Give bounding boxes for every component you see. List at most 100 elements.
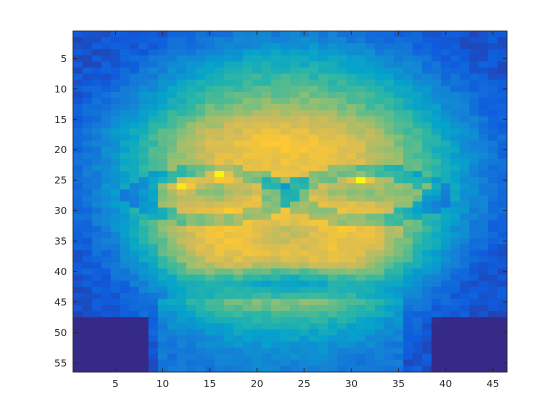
heatmap-cell [261,317,272,324]
heatmap-cell [195,122,206,129]
heatmap-cell [242,164,253,172]
heatmap-cell [459,244,470,251]
heatmap-cell [374,213,385,221]
heatmap-cell [280,116,291,123]
heatmap-cell [299,177,310,184]
heatmap-cell [422,79,432,87]
heatmap-cell [299,189,310,196]
heatmap-cell [271,317,281,324]
heatmap-cell [148,91,159,99]
heatmap-cell [478,219,489,227]
heatmap-cell [195,256,206,263]
heatmap-cell [148,335,159,342]
heatmap-cell [384,110,395,117]
heatmap-cell [261,116,272,123]
heatmap-cell [242,128,253,135]
heatmap-cell [205,134,215,142]
heatmap-cell [214,37,225,44]
heatmap-cell [195,347,206,355]
heatmap-cell [101,128,112,135]
heatmap-cell [157,67,168,75]
heatmap-cell [337,341,347,349]
heatmap-cell [195,152,206,160]
heatmap-cell [290,298,300,306]
heatmap-cell [422,219,432,227]
heatmap-cell [242,195,253,202]
heatmap-cell [157,97,168,105]
heatmap-cell [195,311,206,318]
heatmap-cell [469,158,480,166]
heatmap-cell [110,323,121,330]
heatmap-cell [469,31,480,38]
heatmap-cell [327,195,338,202]
heatmap-cell [110,171,121,178]
y-tick-label: 5 [61,54,67,65]
heatmap-cell [290,79,300,87]
heatmap-cell [252,67,263,75]
heatmap-cell [299,110,310,117]
heatmap-cell [384,244,395,251]
heatmap-cell [365,323,376,330]
heatmap-cell [497,158,508,166]
heatmap-cell [422,256,432,263]
heatmap-cell [308,353,319,361]
heatmap-cell [412,158,423,166]
heatmap-cell [82,122,93,129]
heatmap-cell [403,43,414,50]
heatmap-cell [205,97,215,105]
heatmap-cell [252,122,263,129]
heatmap-cell [205,280,215,288]
heatmap-cell [214,213,225,221]
heatmap-cell [374,201,385,208]
heatmap-cell [318,225,329,233]
heatmap-cell [450,274,461,282]
heatmap-cell [82,195,93,202]
heatmap-cell [488,85,498,93]
heatmap-cell [497,317,508,324]
heatmap-cell [148,183,159,190]
heatmap-cell [205,61,215,68]
heatmap-cell [346,122,357,129]
heatmap-cell [120,262,130,269]
heatmap-cell [120,225,130,233]
heatmap-cell [186,323,197,330]
heatmap-cell [327,305,338,312]
heatmap-cell [290,323,300,330]
heatmap-cell [412,305,423,312]
heatmap-cell [356,274,366,282]
heatmap-cell [478,122,489,129]
heatmap-cell [280,122,291,129]
heatmap-cell [497,268,508,275]
heatmap-cell [252,97,263,105]
heatmap-cell [356,158,366,166]
heatmap-cell [497,274,508,282]
heatmap-cell [148,238,159,245]
heatmap-cell [356,110,366,117]
heatmap-cell [327,286,338,294]
heatmap-cell [120,274,130,282]
heatmap-cell [327,311,338,318]
heatmap-cell [129,225,140,233]
heatmap-cell [223,158,234,166]
heatmap-cell [393,116,404,123]
heatmap-cell [469,353,480,361]
heatmap-cell [290,49,300,56]
heatmap-cell [148,85,159,93]
heatmap-cell [233,177,244,184]
heatmap-cell [346,37,357,44]
heatmap-cell [176,79,187,87]
heatmap-cell [148,177,159,184]
heatmap-cell [299,225,310,233]
heatmap-cell [139,85,149,93]
heatmap-cell [478,85,489,93]
heatmap-cell [384,152,395,160]
heatmap-cell [412,85,423,93]
heatmap-cell [497,341,508,349]
heatmap-cell [280,158,291,166]
heatmap-cell [412,268,423,275]
heatmap-cell [91,37,102,44]
heatmap-cell [280,250,291,257]
heatmap-cell [101,152,112,160]
heatmap-cell [365,104,376,111]
heatmap-cell [299,61,310,68]
